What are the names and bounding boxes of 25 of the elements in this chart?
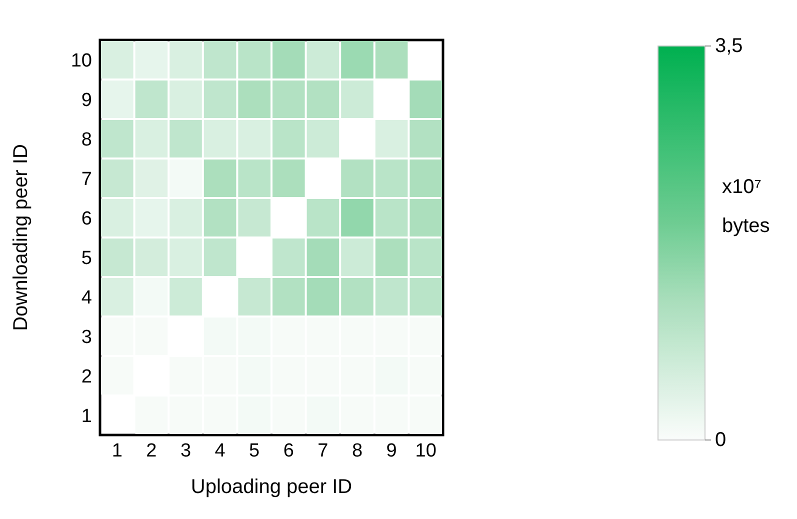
x-tick-label: 10 — [415, 440, 436, 462]
y-tick-label: 9 — [81, 90, 92, 111]
color-bar-label: 3,5 — [715, 35, 743, 57]
y-tick-label: 7 — [81, 168, 92, 190]
x-tick-label: 9 — [386, 440, 397, 462]
y-tick-label: 6 — [81, 208, 92, 230]
y-tick-label: 1 — [81, 406, 92, 427]
x-tick-label: 7 — [318, 440, 328, 462]
x-tick-label: 8 — [352, 440, 363, 462]
color-bar-title: x10⁷ bytes — [722, 176, 770, 237]
y-tick-label: 2 — [81, 366, 92, 388]
color-bar-label: 0 — [715, 429, 726, 451]
x-tick-label: 3 — [180, 440, 192, 462]
x-tick-label: 1 — [112, 440, 122, 462]
x-axis-title: Uploading peer ID — [190, 476, 352, 498]
y-tick-label: 10 — [70, 50, 92, 72]
y-tick-label: 3 — [81, 326, 92, 348]
x-tick-label: 2 — [146, 440, 157, 462]
x-tick-label: 4 — [214, 440, 226, 462]
y-tick-label: 4 — [81, 287, 92, 308]
y-tick-label: 5 — [81, 248, 92, 269]
x-tick-label: 6 — [283, 440, 294, 462]
x-tick-label: 5 — [249, 440, 260, 462]
y-axis-title: Downloading peer ID — [10, 144, 32, 331]
y-tick-label: 8 — [81, 129, 92, 150]
